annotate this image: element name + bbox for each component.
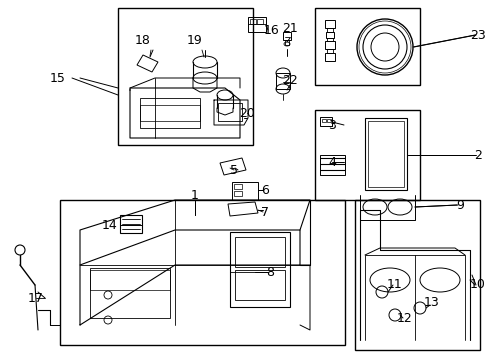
Bar [319, 117, 331, 126]
Bar [326, 38, 332, 41]
Text: 22: 22 [282, 73, 297, 86]
Bar [364, 118, 406, 190]
Bar [275, 73, 289, 89]
Bar [229, 232, 289, 307]
Text: 12: 12 [396, 311, 412, 324]
Text: 14: 14 [102, 219, 118, 231]
Text: 8: 8 [265, 266, 273, 279]
Bar [325, 41, 334, 49]
Bar [326, 49, 332, 53]
Bar [140, 105, 200, 121]
Text: 21: 21 [282, 22, 297, 35]
Bar [231, 182, 258, 200]
Text: 11: 11 [386, 279, 402, 292]
Text: 3: 3 [327, 118, 335, 131]
Text: 2: 2 [473, 149, 481, 162]
Text: 5: 5 [229, 163, 238, 176]
Bar [326, 28, 332, 32]
Bar [325, 53, 334, 61]
Bar [120, 215, 142, 233]
Bar [367, 121, 403, 187]
Bar [234, 191, 242, 196]
Bar [285, 40, 288, 45]
Bar [325, 32, 333, 38]
Text: 16: 16 [264, 23, 279, 36]
Bar [314, 8, 419, 85]
Bar [235, 237, 285, 267]
Bar [60, 200, 345, 345]
Text: 10: 10 [469, 279, 485, 292]
Bar [90, 270, 170, 290]
Bar [314, 110, 419, 200]
Bar [354, 200, 479, 350]
Bar [218, 103, 242, 121]
Bar [234, 184, 242, 189]
Bar [249, 19, 256, 24]
Text: 13: 13 [423, 296, 439, 309]
Bar [247, 17, 265, 32]
Bar [319, 155, 345, 175]
Bar [283, 32, 290, 40]
Bar [257, 19, 263, 24]
Text: 9: 9 [455, 198, 463, 212]
Text: 20: 20 [239, 107, 254, 120]
Text: 1: 1 [191, 189, 199, 202]
Bar [140, 98, 200, 128]
Bar [118, 8, 252, 145]
Text: 18: 18 [135, 33, 151, 46]
Bar [90, 268, 170, 318]
Text: 19: 19 [187, 33, 203, 46]
Text: 23: 23 [469, 28, 485, 41]
Bar [326, 119, 330, 122]
Bar [235, 270, 285, 300]
Text: 17: 17 [28, 292, 44, 305]
Text: 6: 6 [261, 184, 268, 197]
Bar [321, 119, 325, 122]
Text: 4: 4 [327, 156, 335, 168]
Text: 7: 7 [261, 206, 268, 219]
Text: 15: 15 [50, 72, 66, 85]
Bar [325, 20, 334, 28]
